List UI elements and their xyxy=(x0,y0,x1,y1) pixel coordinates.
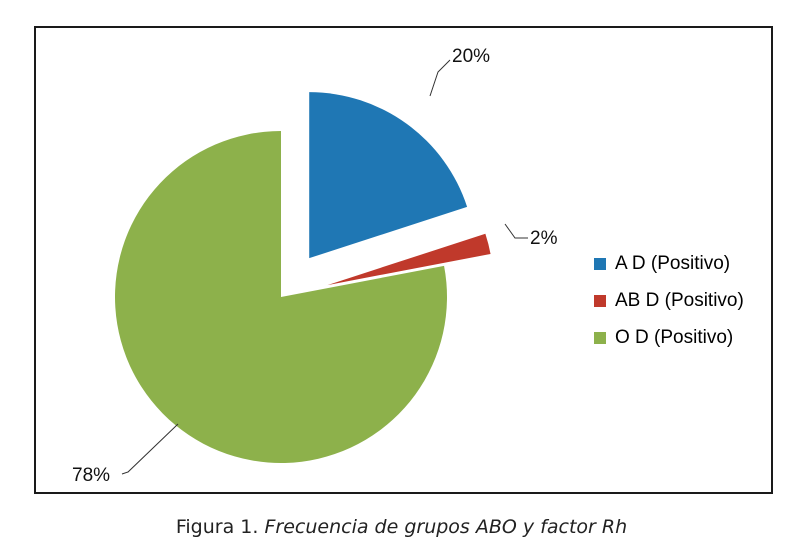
chart-legend: A D (Positivo) AB D (Positivo) O D (Posi… xyxy=(594,252,744,363)
caption-prefix: Figura 1. xyxy=(175,516,259,538)
legend-item-ab: AB D (Positivo) xyxy=(594,289,744,312)
legend-label-ab: AB D (Positivo) xyxy=(615,289,744,311)
slice-o xyxy=(115,131,447,464)
legend-label-a: A D (Positivo) xyxy=(615,252,731,274)
label-20pct: 20% xyxy=(452,46,490,67)
label-78pct: 78% xyxy=(72,465,110,486)
label-2pct: 2% xyxy=(530,228,558,249)
legend-item-o: O D (Positivo) xyxy=(594,326,744,349)
leader-line-slice-o xyxy=(121,423,179,475)
leader-line-slice-a xyxy=(429,59,451,97)
legend-label-o: O D (Positivo) xyxy=(615,326,734,348)
slice-a xyxy=(309,92,468,259)
legend-swatch-a xyxy=(594,257,606,270)
legend-item-a: A D (Positivo) xyxy=(594,252,744,275)
slice-ab xyxy=(327,233,491,286)
legend-swatch-o xyxy=(594,331,606,344)
caption-text: Frecuencia de grupos ABO y factor Rh xyxy=(264,516,628,538)
figure-caption: Figura 1. Frecuencia de grupos ABO y fac… xyxy=(0,516,803,538)
legend-swatch-ab xyxy=(594,294,606,307)
leader-line-slice-ab xyxy=(504,223,528,239)
